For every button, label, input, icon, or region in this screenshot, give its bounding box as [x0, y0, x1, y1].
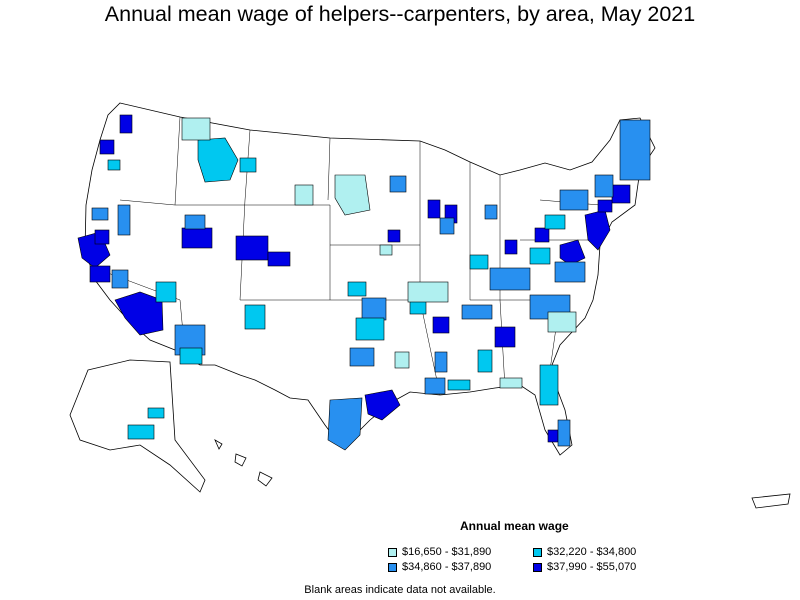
area-montana-west: [181, 117, 211, 141]
legend-label-mid-low: $32,220 - $34,800: [547, 546, 637, 558]
area-iowa: [387, 229, 401, 243]
area-washington-east: [107, 159, 121, 171]
legend-title: Annual mean wage: [460, 519, 569, 533]
area-los-angeles: [114, 291, 164, 336]
legend-item-mid-low: $32,220 - $34,800: [533, 546, 636, 558]
area-south-texas: [327, 397, 363, 451]
area-ohio: [504, 239, 518, 255]
legend-swatch-mid-low: [533, 547, 542, 557]
area-south-florida: [557, 419, 571, 447]
area-michigan: [484, 204, 498, 220]
area-atlanta: [494, 326, 516, 348]
area-seattle: [119, 114, 133, 134]
area-oklahoma: [361, 297, 387, 321]
area-montana-east: [239, 157, 257, 173]
legend-item-mid-high: $34,860 - $37,890: [388, 561, 491, 573]
legend-swatch-high: [533, 562, 542, 572]
legend-item-high: $37,990 - $55,070: [533, 561, 636, 573]
area-pennsylvania: [544, 214, 566, 230]
area-north-dakota: [389, 175, 407, 193]
area-utah-south: [155, 281, 177, 303]
area-california-central: [111, 269, 129, 289]
area-dallas: [349, 347, 375, 367]
area-tampa: [547, 429, 559, 443]
area-oregon-coast: [91, 207, 109, 221]
area-arizona-south: [179, 347, 203, 365]
area-sc: [547, 311, 577, 333]
area-wyoming-east: [294, 184, 314, 206]
area-alaska-anchorage: [127, 424, 155, 440]
contiguous-us-outline: [84, 102, 656, 456]
area-portland: [99, 139, 115, 155]
area-mississippi: [434, 351, 448, 373]
area-tennessee: [461, 304, 493, 320]
area-louisiana: [424, 377, 446, 395]
area-dc-baltimore: [559, 239, 586, 266]
area-maine: [619, 119, 651, 181]
legend-label-mid-high: $34,860 - $37,890: [402, 561, 492, 573]
area-boston: [611, 184, 631, 204]
area-oklahoma-south: [355, 317, 385, 341]
area-iowa-west: [379, 244, 393, 256]
area-houston: [364, 389, 401, 421]
legend-label-high: $37,990 - $55,070: [547, 561, 637, 573]
area-pittsburgh: [534, 227, 550, 243]
area-denver: [235, 235, 269, 261]
area-kentucky: [489, 267, 531, 291]
area-texas-east: [394, 351, 410, 369]
area-memphis: [432, 316, 450, 334]
area-georgia-south: [539, 364, 559, 406]
area-virginia: [554, 261, 586, 283]
area-twin-cities: [427, 199, 441, 219]
legend-label-low: $16,650 - $31,890: [402, 546, 492, 558]
blank-areas-note: Blank areas indicate data not available.: [304, 584, 496, 596]
area-kansas: [347, 281, 367, 297]
area-new-mexico: [244, 304, 266, 330]
puerto-rico-outline: [751, 493, 791, 509]
area-alaska-north: [147, 407, 165, 419]
area-florida-panhandle: [499, 377, 523, 389]
area-sacramento: [94, 229, 110, 245]
legend-swatch-low: [388, 547, 397, 557]
area-south-dakota: [334, 174, 371, 216]
area-upstate-ny: [559, 189, 589, 211]
hawaii-outline: [214, 439, 273, 487]
area-wisconsin: [439, 217, 455, 235]
area-connecticut: [597, 199, 613, 213]
area-fresno: [89, 265, 111, 283]
area-colorado-south: [267, 251, 291, 267]
area-arkansas-north: [407, 281, 449, 303]
area-salt-lake: [181, 227, 213, 249]
legend-swatch-mid-high: [388, 562, 397, 572]
area-gulf-coast: [447, 379, 471, 391]
map-title: Annual mean wage of helpers--carpenters,…: [104, 2, 696, 26]
area-vermont-nh: [594, 174, 614, 198]
area-alabama: [477, 349, 493, 373]
area-indiana: [469, 254, 489, 270]
area-montana: [197, 137, 239, 183]
legend-item-low: $16,650 - $31,890: [388, 546, 491, 558]
area-idaho: [184, 214, 206, 230]
area-nevada: [117, 204, 131, 236]
area-wv: [529, 247, 551, 265]
